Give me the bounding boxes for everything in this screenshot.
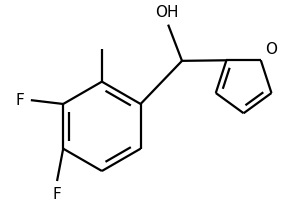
Text: F: F <box>16 93 25 108</box>
Text: OH: OH <box>155 5 178 20</box>
Text: O: O <box>266 42 278 57</box>
Text: F: F <box>53 187 61 202</box>
